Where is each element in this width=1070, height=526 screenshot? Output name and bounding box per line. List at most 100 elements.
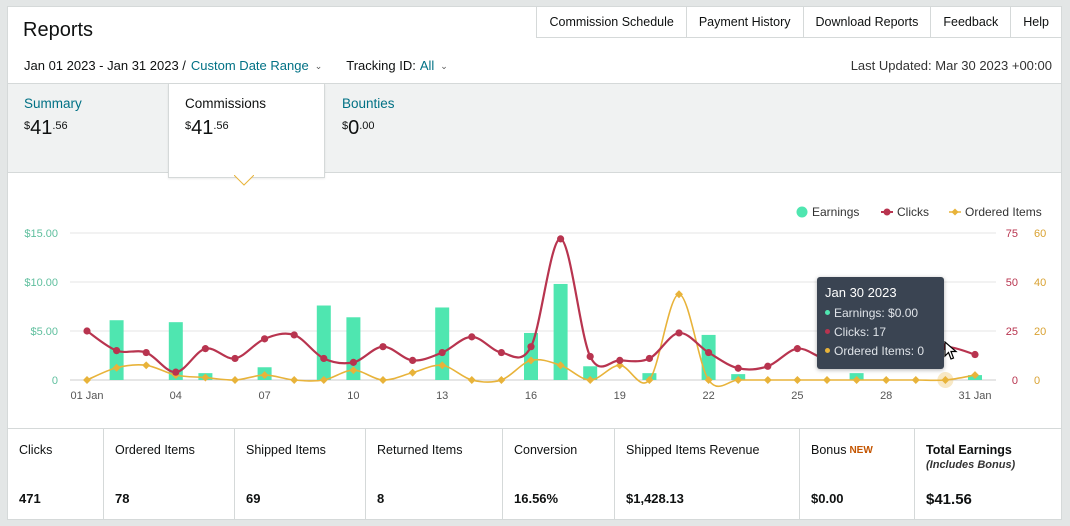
clicks-point xyxy=(705,348,713,357)
ordered-items-point xyxy=(941,376,950,384)
ordered-items-point xyxy=(290,376,299,384)
new-badge: NEW xyxy=(849,445,873,456)
ordered-items-point xyxy=(112,363,121,372)
clicks-point xyxy=(113,347,121,355)
clicks-point xyxy=(320,354,328,363)
payment-history-button[interactable]: Payment History xyxy=(686,6,804,38)
tracking-id-dropdown[interactable]: All ⌄ xyxy=(420,58,448,73)
custom-date-range-label: Custom Date Range xyxy=(190,58,309,73)
reports-panel: Reports Commission Schedule Payment Hist… xyxy=(7,6,1062,520)
stat-label: Bonus NEW xyxy=(811,442,914,459)
ordered-items-point xyxy=(379,376,387,384)
clicks-point xyxy=(675,329,683,337)
download-reports-button[interactable]: Download Reports xyxy=(803,6,932,38)
stat-label: Ordered Items xyxy=(115,443,195,457)
chart-tooltip: Jan 30 2023 Earnings: $0.00 Clicks: 17 O… xyxy=(817,277,944,369)
page-title: Reports xyxy=(23,19,94,41)
tab-bounties-label: Bounties xyxy=(342,96,395,111)
tracking-id-label: Tracking ID: xyxy=(346,58,416,73)
x-tick-label: 22 xyxy=(702,390,714,402)
ordered-items-point xyxy=(793,376,802,384)
clicks-point xyxy=(83,327,91,335)
earnings-bar xyxy=(168,322,183,380)
ordered-items-point xyxy=(882,376,891,384)
y-right-clicks-tick-label: 25 xyxy=(1006,326,1018,338)
stat-value: $1,428.13 xyxy=(626,491,684,506)
ordered-items-point xyxy=(645,376,654,384)
feedback-button[interactable]: Feedback xyxy=(931,6,1012,38)
commission-schedule-button[interactable]: Commission Schedule xyxy=(536,6,687,38)
y-right-clicks-tick-label: 50 xyxy=(1006,277,1018,289)
clicks-point xyxy=(379,343,387,351)
currency-symbol: $ xyxy=(185,120,192,132)
amount-whole: 0 xyxy=(348,117,360,139)
clicks-point xyxy=(349,358,357,366)
custom-date-range-dropdown[interactable]: Custom Date Range ⌄ xyxy=(191,58,322,73)
earnings-bar xyxy=(316,305,331,380)
ordered-items-point xyxy=(823,376,831,384)
y-right-ordered-tick-label: 60 xyxy=(1034,228,1046,240)
amount-whole: 41 xyxy=(191,117,214,139)
clicks-point xyxy=(971,350,979,359)
chevron-down-icon: ⌄ xyxy=(440,61,448,71)
x-tick-label: 01 Jan xyxy=(70,390,103,402)
amount-fraction: .56 xyxy=(213,120,229,132)
legend-earnings-icon xyxy=(796,206,808,218)
tab-commissions[interactable]: Commissions $41.56 xyxy=(168,84,325,178)
stat-label: Total Earnings xyxy=(926,443,1012,457)
ordered-items-point xyxy=(763,376,772,384)
clicks-point xyxy=(764,362,772,370)
amount-whole: 41 xyxy=(30,117,53,139)
clicks-point xyxy=(793,345,802,353)
active-tab-caret xyxy=(234,175,254,186)
legend-label: Earnings xyxy=(812,205,859,219)
ordered-items-point xyxy=(319,376,328,384)
earnings-bar xyxy=(435,307,450,380)
ordered-items-point xyxy=(438,361,447,370)
stat-total-earnings: Total Earnings (Includes Bonus) $41.56 xyxy=(915,429,1061,520)
earnings-dot-icon xyxy=(825,310,830,316)
tooltip-clicks-row: Clicks: 17 xyxy=(825,323,936,342)
clicks-point xyxy=(527,343,535,351)
tooltip-ordered-row: Ordered Items: 0 xyxy=(825,342,936,361)
clicks-point xyxy=(438,348,446,357)
stats-row: Clicks 471 Ordered Items 78 Shipped Item… xyxy=(8,428,1061,520)
tab-summary[interactable]: Summary $41.56 xyxy=(8,84,168,174)
x-tick-label: 04 xyxy=(170,390,182,402)
ordered-items-point xyxy=(260,371,269,380)
stat-value: $41.56 xyxy=(926,491,972,508)
legend-label: Ordered Items xyxy=(965,205,1042,219)
ordered-items-point xyxy=(497,376,506,384)
x-tick-label: 13 xyxy=(436,390,448,402)
commissions-amount: $41.56 xyxy=(185,117,308,140)
stat-clicks: Clicks 471 xyxy=(8,429,104,520)
tab-bounties[interactable]: Bounties $0.00 xyxy=(326,84,486,174)
amount-fraction: .00 xyxy=(359,120,375,132)
y-left-tick-label: $15.00 xyxy=(24,228,58,240)
clicks-point xyxy=(261,335,269,343)
earnings-bar xyxy=(583,366,598,380)
report-tabs: Summary $41.56 Commissions $41.56 Bounti… xyxy=(8,83,1061,178)
legend-label: Clicks xyxy=(897,205,929,219)
y-right-ordered-tick-label: 0 xyxy=(1034,375,1040,387)
y-right-clicks-tick-label: 0 xyxy=(1012,375,1018,387)
tooltip-earnings: Earnings: $0.00 xyxy=(834,306,919,320)
tab-commissions-label: Commissions xyxy=(185,96,267,111)
summary-amount: $41.56 xyxy=(24,117,152,140)
x-tick-label: 10 xyxy=(347,390,359,402)
stat-shipped-revenue: Shipped Items Revenue $1,428.13 xyxy=(615,429,800,520)
x-tick-label: 07 xyxy=(258,390,270,402)
ordered-items-point xyxy=(142,361,151,370)
tooltip-ordered: Ordered Items: 0 xyxy=(834,344,925,358)
stat-value: 471 xyxy=(19,491,41,506)
help-button[interactable]: Help xyxy=(1011,6,1062,38)
y-left-tick-label: $10.00 xyxy=(24,277,58,289)
stat-conversion: Conversion 16.56% xyxy=(503,429,615,520)
y-left-tick-label: 0 xyxy=(52,375,58,387)
chevron-down-icon: ⌄ xyxy=(314,61,323,71)
commissions-chart: 0 $5.00 $10.00 $15.00 0 25 50 75 0 20 40 60 01 Jan 04… xyxy=(24,205,1046,402)
bonus-label: Bonus xyxy=(811,443,847,457)
stat-bonus: Bonus NEW $0.00 xyxy=(800,429,915,520)
y-right-ordered-tick-label: 40 xyxy=(1034,277,1046,289)
tooltip-title: Jan 30 2023 xyxy=(825,285,897,300)
